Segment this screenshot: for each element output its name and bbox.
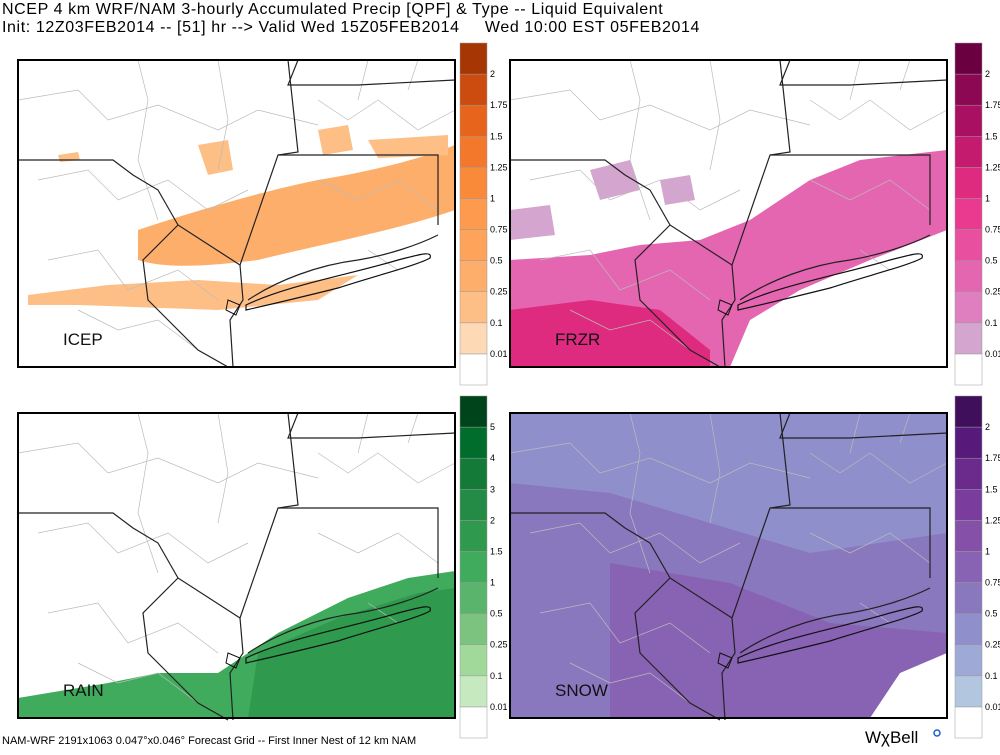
colorbar-label: 1 — [985, 546, 990, 556]
colorbar-bin — [954, 675, 983, 708]
colorbar-label: 1.5 — [490, 546, 503, 556]
colorbar-bin — [954, 291, 983, 324]
panel-label: ICEP — [63, 330, 103, 349]
colorbar-bin — [954, 229, 983, 261]
panel-label: SNOW — [555, 681, 608, 700]
colorbar-bin — [459, 198, 488, 230]
colorbar-label: 5 — [490, 422, 495, 432]
panel-label: FRZR — [555, 330, 600, 349]
colorbar-label: 0.75 — [985, 225, 1000, 235]
colorbar-bin — [459, 582, 488, 614]
colorbar-label: 1 — [490, 193, 495, 203]
title-line-1: NCEP 4 km WRF/NAM 3-hourly Accumulated P… — [2, 1, 663, 18]
colorbar-label: 1.25 — [490, 162, 508, 172]
colorbar-label: 2 — [490, 515, 495, 525]
colorbar-label: 0.25 — [490, 287, 508, 297]
map-panel — [509, 412, 948, 721]
colorbar-bin — [459, 489, 488, 521]
colorbar-label: 0.5 — [490, 256, 503, 266]
colorbar-label: 0.1 — [985, 671, 998, 681]
colorbar-bin — [954, 73, 983, 106]
colorbar-label: 1 — [490, 578, 495, 588]
colorbar-label: 0.01 — [490, 702, 508, 712]
colorbar-bin — [459, 229, 488, 261]
colorbar-label: 1 — [985, 193, 990, 203]
colorbar-bin — [459, 520, 488, 552]
colorbar-bin — [954, 353, 983, 386]
colorbar-bin — [954, 136, 983, 168]
colorbar-bin — [954, 520, 983, 552]
colorbar-label: 1.5 — [985, 131, 998, 141]
colorbar-bin — [459, 613, 488, 645]
colorbar-label: 2 — [985, 69, 990, 79]
map-panel — [509, 59, 948, 368]
colorbar-label: 0.1 — [985, 318, 998, 328]
logo: WχBell — [865, 728, 918, 747]
colorbar-bin — [459, 73, 488, 106]
colorbar-bin — [459, 291, 488, 324]
colorbar-bin — [459, 353, 488, 386]
colorbar-label: 0.5 — [985, 609, 998, 619]
colorbar-bin — [459, 551, 488, 583]
colorbar-bin — [459, 644, 488, 677]
colorbar-bin — [459, 136, 488, 168]
colorbar-bin — [954, 198, 983, 230]
colorbar-label: 3 — [490, 484, 495, 494]
colorbar-bin — [459, 104, 488, 137]
colorbar-label: 4 — [490, 453, 495, 463]
map-panel — [17, 59, 456, 368]
colorbar-bin — [459, 167, 488, 199]
colorbar-bin — [954, 260, 983, 292]
colorbar-label: 0.25 — [985, 640, 1000, 650]
colorbar-bin — [954, 582, 983, 614]
colorbar-label: 1.25 — [985, 162, 1000, 172]
colorbar-bin — [954, 426, 983, 459]
colorbar-bin — [459, 42, 488, 75]
colorbar-bin — [954, 457, 983, 490]
colorbar-label: 0.01 — [985, 702, 1000, 712]
colorbar-label: 0.1 — [490, 318, 503, 328]
colorbar-bin — [954, 644, 983, 677]
colorbar-label: 1.25 — [985, 515, 1000, 525]
colorbar-bin — [459, 706, 488, 739]
colorbar-bin — [954, 322, 983, 355]
colorbar-label: 1.75 — [985, 453, 1000, 463]
colorbar-bin — [954, 167, 983, 199]
panel-label: RAIN — [63, 681, 104, 700]
colorbar-bin — [459, 675, 488, 708]
colorbar-label: 1.75 — [490, 100, 508, 110]
map-panel — [17, 412, 456, 721]
colorbar-label: 0.01 — [985, 349, 1000, 359]
colorbar-bin — [954, 489, 983, 521]
colorbar-label: 0.1 — [490, 671, 503, 681]
colorbar-label: 0.75 — [490, 225, 508, 235]
colorbar-bin — [954, 551, 983, 583]
colorbar-bin — [954, 613, 983, 645]
logo-dot — [933, 729, 941, 737]
colorbar-bin — [459, 322, 488, 355]
colorbar-bin — [459, 457, 488, 490]
colorbar-label: 0.5 — [985, 256, 998, 266]
colorbar-label: 0.5 — [490, 609, 503, 619]
colorbar-label: 1.5 — [985, 484, 998, 494]
colorbar-label: 2 — [490, 69, 495, 79]
colorbar-bin — [954, 395, 983, 428]
colorbar-label: 1.75 — [985, 100, 1000, 110]
colorbar-label: 0.75 — [985, 578, 1000, 588]
footer-text: NAM-WRF 2191x1063 0.047°x0.046° Forecast… — [2, 735, 416, 747]
colorbar-label: 2 — [985, 422, 990, 432]
colorbar-bin — [954, 104, 983, 137]
title-line-2: Init: 12Z03FEB2014 -- [51] hr --> Valid … — [2, 19, 700, 36]
colorbar-bin — [954, 42, 983, 75]
colorbar-bin — [459, 260, 488, 292]
colorbar-bin — [954, 706, 983, 739]
colorbar-label: 1.5 — [490, 131, 503, 141]
colorbar-label: 0.01 — [490, 349, 508, 359]
colorbar-bin — [459, 395, 488, 428]
colorbar-label: 0.25 — [985, 287, 1000, 297]
colorbar-label: 0.25 — [490, 640, 508, 650]
colorbar-bin — [459, 426, 488, 459]
